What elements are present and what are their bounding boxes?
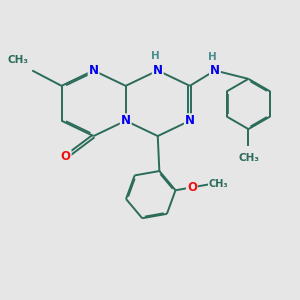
Text: N: N	[153, 64, 163, 77]
Text: H: H	[151, 51, 160, 61]
Text: N: N	[88, 64, 99, 77]
Text: O: O	[61, 151, 71, 164]
Text: O: O	[187, 181, 197, 194]
Text: N: N	[121, 114, 131, 127]
Text: N: N	[210, 64, 220, 77]
Text: CH₃: CH₃	[7, 56, 28, 65]
Text: CH₃: CH₃	[208, 179, 228, 190]
Text: CH₃: CH₃	[238, 153, 259, 163]
Text: H: H	[208, 52, 217, 61]
Text: N: N	[185, 114, 195, 127]
